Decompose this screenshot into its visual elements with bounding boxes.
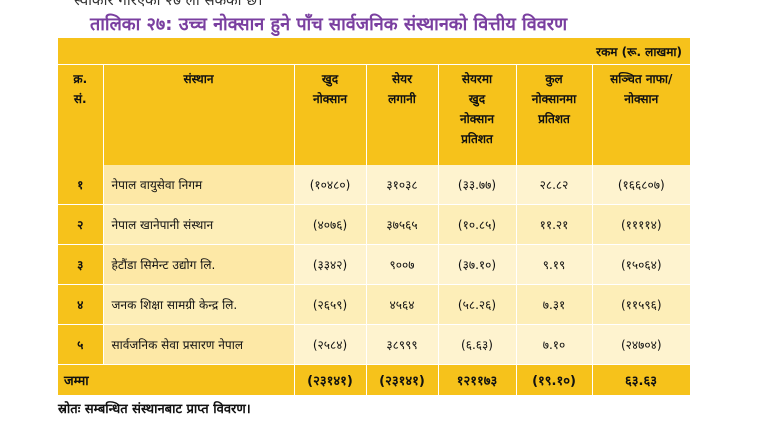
row-loss-percent-share: (१०.८५)	[438, 204, 517, 245]
row-sn: ५	[58, 324, 104, 365]
row-share-investment: ३७५६५	[366, 204, 439, 245]
table-row: ५ सार्वजनिक सेवा प्रसारण नेपाल (२५८४) ३८…	[58, 324, 691, 365]
row-net-loss: (२५८४)	[294, 324, 367, 365]
row-percent-total-loss: ९.१९	[516, 244, 593, 285]
header-net-loss: खुद नोक्सान	[294, 64, 367, 165]
row-institution: सार्वजनिक सेवा प्रसारण नेपाल	[103, 324, 295, 365]
header-share-investment: सेयर लगानी	[366, 64, 439, 165]
table-row: ४ जनक शिक्षा सामग्री केन्द्र लि. (२६५९) …	[58, 284, 691, 325]
row-institution: हेटौंडा सिमेन्ट उद्योग लि.	[103, 244, 295, 285]
header-loss-percent-share: सेयरमा खुद नोक्सान प्रतिशत	[438, 64, 517, 165]
row-institution: जनक शिक्षा सामग्री केन्द्र लि.	[103, 284, 295, 325]
row-share-investment: ९००७	[366, 244, 439, 285]
row-loss-percent-share: (३७.१०)	[438, 244, 517, 285]
total-net-loss: (२३१४१)	[294, 364, 367, 395]
header-percent-total-loss: कुल नोक्सानमा प्रतिशत	[516, 64, 593, 165]
row-accumulated: (११५९६)	[592, 284, 691, 325]
table-row: २ नेपाल खानेपानी संस्थान (४०७६) ३७५६५ (१…	[58, 204, 691, 245]
table-title: तालिका २७: उच्च नोक्सान हुने पाँच सार्वज…	[90, 14, 568, 35]
row-sn: ४	[58, 284, 104, 325]
row-percent-total-loss: ७.३१	[516, 284, 593, 325]
row-sn: १	[58, 165, 104, 205]
row-loss-percent-share: (३३.७७)	[438, 165, 517, 205]
total-share-investment: (२३१४१)	[366, 364, 439, 395]
row-accumulated: (११११४)	[592, 204, 691, 245]
row-sn: २	[58, 204, 104, 245]
header-accumulated-profit-loss: सञ्चित नाफा/ नोक्सान	[592, 64, 691, 165]
table-row: ३ हेटौंडा सिमेन्ट उद्योग लि. (३३४२) ९००७…	[58, 244, 691, 285]
total-label: जम्मा	[58, 364, 295, 395]
total-loss-percent-share: १२११७३	[438, 364, 517, 395]
row-net-loss: (३३४२)	[294, 244, 367, 285]
total-row: जम्मा (२३१४१) (२३१४१) १२११७३ (१९.१०) ६३.…	[58, 364, 691, 395]
row-share-investment: ३१०३८	[366, 165, 439, 205]
source-note: स्रोतः सम्बन्धित संस्थानबाट प्राप्त विवर…	[58, 402, 251, 417]
row-accumulated: (१५०६४)	[592, 244, 691, 285]
row-sn: ३	[58, 244, 104, 285]
row-percent-total-loss: ११.२१	[516, 204, 593, 245]
header-sn: क्र. सं.	[58, 64, 104, 165]
top-cut-text: स्वीकार गरिएको २७ ला सकेको छ।	[74, 0, 263, 9]
row-accumulated: (१६६८०७)	[592, 165, 691, 205]
row-institution: नेपाल वायुसेवा निगम	[103, 165, 295, 205]
table-row: १ नेपाल वायुसेवा निगम (१०४८०) ३१०३८ (३३.…	[58, 165, 691, 205]
row-percent-total-loss: ७.१०	[516, 324, 593, 365]
row-percent-total-loss: २८.८२	[516, 165, 593, 205]
row-share-investment: ४५६४	[366, 284, 439, 325]
financial-table: रकम (रू. लाखमा) क्र. सं. संस्थान खुद नोक…	[58, 38, 691, 395]
header-row: क्र. सं. संस्थान खुद नोक्सान सेयर लगानी …	[58, 64, 691, 165]
row-loss-percent-share: (५८.२६)	[438, 284, 517, 325]
amount-unit: रकम (रू. लाखमा)	[58, 38, 691, 65]
row-net-loss: (२६५९)	[294, 284, 367, 325]
total-percent-total-loss: (१९.१०)	[516, 364, 593, 395]
row-net-loss: (१०४८०)	[294, 165, 367, 205]
header-institution: संस्थान	[103, 64, 295, 165]
row-accumulated: (२४७०४)	[592, 324, 691, 365]
row-institution: नेपाल खानेपानी संस्थान	[103, 204, 295, 245]
row-loss-percent-share: (६.६३)	[438, 324, 517, 365]
row-share-investment: ३८९९९	[366, 324, 439, 365]
row-net-loss: (४०७६)	[294, 204, 367, 245]
total-accumulated: ६३.६३	[592, 364, 691, 395]
